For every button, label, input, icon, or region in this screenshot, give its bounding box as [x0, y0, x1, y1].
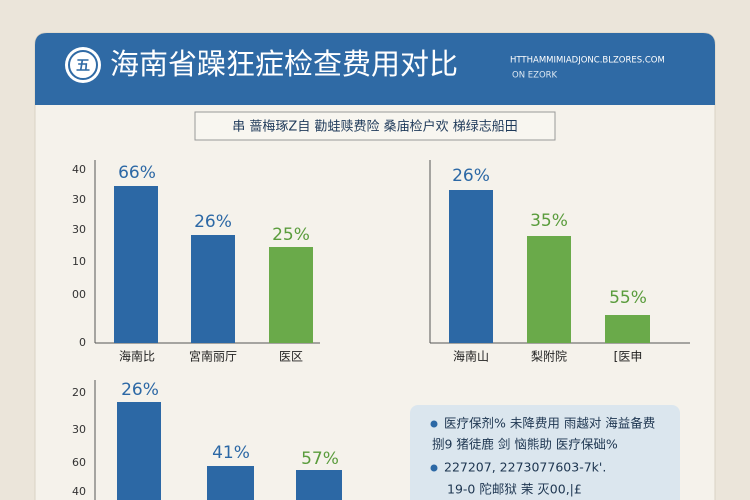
title: 海南省躁狂症检查费用对比 — [110, 47, 458, 81]
bullet — [430, 420, 438, 428]
bar — [117, 402, 161, 500]
tick-label: 20 — [72, 386, 86, 399]
tick-label: 00 — [72, 288, 86, 301]
tick-label: 30 — [72, 193, 86, 206]
note: 19-0 陀邮狱 茉 灭00,|£ — [447, 482, 582, 497]
note: 227207, 2273077603-7k'. — [444, 460, 606, 475]
bar — [114, 186, 158, 343]
bar — [269, 247, 313, 343]
bar — [207, 466, 254, 500]
bar — [527, 236, 571, 343]
bar-label: 57% — [301, 449, 339, 469]
category: 梨附院 — [531, 350, 567, 364]
tick-label: 30 — [72, 223, 86, 236]
note: 捌9 猪徒鹿 剑 恼熊助 医疗保础% — [432, 437, 618, 452]
category: 宮南丽厅 — [189, 349, 237, 364]
tick-label: 40 — [72, 485, 86, 498]
bar-label: 26% — [121, 380, 159, 400]
bar — [191, 235, 235, 343]
category: 海南比 — [119, 349, 155, 364]
bar — [296, 470, 342, 500]
bar — [605, 315, 650, 343]
notes-box — [410, 405, 680, 500]
tick-label: 10 — [72, 255, 86, 268]
bar — [449, 190, 493, 343]
bar-label: 41% — [212, 443, 250, 463]
tick-label: 60 — [72, 456, 86, 469]
tick-label: 40 — [72, 163, 86, 176]
tick-label: 0 — [79, 336, 86, 349]
site-sub: ON EZORK — [512, 71, 558, 81]
bar-label: 25% — [272, 225, 310, 245]
note: 医疗保剂% 未降费用 雨越对 海益备费 — [444, 416, 655, 431]
category: 海南山 — [453, 349, 489, 364]
subtitle: 串 蔷梅琢Z自 勸蛙赎费险 桑庙检户欢 梯绿志船田 — [232, 119, 517, 135]
bar-label: 35% — [530, 211, 568, 231]
logo-text: 五 — [76, 58, 90, 74]
logo — [65, 47, 101, 83]
bar-label: 26% — [452, 166, 490, 186]
bar-label: 26% — [194, 212, 232, 232]
header-bar — [35, 33, 715, 105]
bar-label: 66% — [118, 163, 156, 183]
logo-ring — [68, 50, 98, 80]
category: [医申 — [614, 350, 643, 364]
subtitle-box — [194, 111, 556, 141]
tick-label: 30 — [72, 423, 86, 436]
bullet — [430, 464, 438, 472]
site: HTTHAMMIMIADJONC.BLZORES.COM — [510, 56, 665, 66]
bar-label: 55% — [609, 288, 647, 308]
category: 医区 — [279, 350, 303, 364]
